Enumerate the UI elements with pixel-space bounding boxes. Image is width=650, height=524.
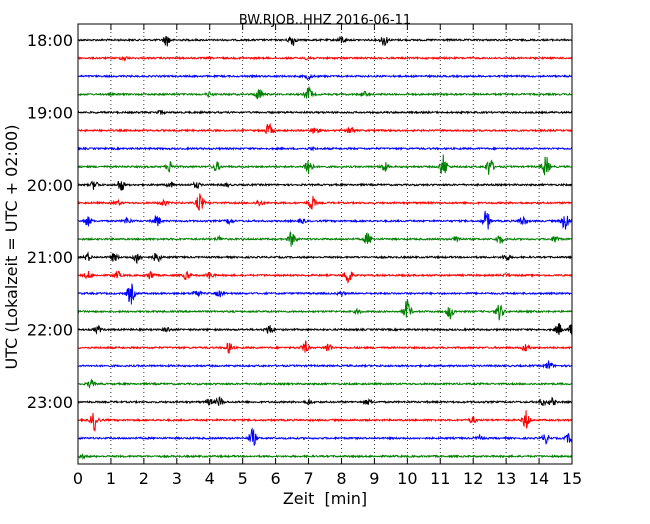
x-tick-label: 5 <box>238 469 248 488</box>
y-tick-label: 22:00 <box>27 321 73 340</box>
seismic-trace <box>77 193 573 211</box>
chart-title: BW.RJOB..HHZ 2016-06-11 <box>239 13 411 28</box>
seismic-trace <box>77 154 573 176</box>
x-tick-label: 10 <box>397 469 417 488</box>
seismic-trace <box>77 396 573 407</box>
x-axis-ticks: 0 1 2 3 4 5 6 7 8 9 10 11 12 13 14 15 <box>73 24 582 488</box>
seismic-trace <box>77 55 573 63</box>
x-axis-title: Zeit [min] <box>283 489 367 508</box>
x-tick-label: 3 <box>172 469 182 488</box>
x-tick-label: 2 <box>139 469 149 488</box>
seismic-trace <box>77 180 573 191</box>
seismic-trace <box>77 378 573 389</box>
seismic-trace <box>77 251 573 265</box>
vertical-grid <box>110 24 540 464</box>
y-tick-label: 21:00 <box>27 248 73 267</box>
y-tick-label: 18:00 <box>27 31 73 50</box>
trace-layer <box>77 36 573 461</box>
seismic-trace <box>77 340 573 354</box>
seismic-trace <box>77 270 573 284</box>
y-tick-label: 20:00 <box>27 176 73 195</box>
x-tick-label: 1 <box>106 469 116 488</box>
plot-frame <box>77 23 573 465</box>
seismic-trace <box>77 210 573 230</box>
seismic-trace <box>77 231 573 247</box>
seismic-trace <box>77 109 573 116</box>
y-tick-label: 19:00 <box>27 103 73 122</box>
seismic-trace <box>77 73 573 81</box>
seismic-trace <box>77 323 573 335</box>
seismic-trace <box>77 146 573 152</box>
seismic-trace <box>77 453 573 461</box>
seismic-trace <box>77 427 573 446</box>
y-axis-title: UTC (Lokalzeit = UTC + 02:00) <box>2 125 21 370</box>
x-tick-label: 4 <box>205 469 215 488</box>
seismic-trace <box>77 283 573 305</box>
y-axis-ticks: 18:00 19:00 20:00 21:00 22:00 23:00 <box>27 31 572 412</box>
x-tick-label: 8 <box>336 469 346 488</box>
x-tick-label: 12 <box>463 469 483 488</box>
x-tick-label: 6 <box>271 469 281 488</box>
seismic-trace <box>77 86 573 100</box>
seismic-trace <box>77 298 573 321</box>
seismic-trace <box>77 360 573 369</box>
y-tick-label: 23:00 <box>27 393 73 412</box>
seismic-trace <box>77 410 573 432</box>
x-tick-label: 0 <box>73 469 83 488</box>
x-tick-label: 9 <box>369 469 379 488</box>
seismic-trace <box>77 122 573 135</box>
x-tick-label: 11 <box>430 469 450 488</box>
x-tick-label: 15 <box>562 469 582 488</box>
x-tick-label: 13 <box>496 469 516 488</box>
seismic-trace <box>77 36 573 47</box>
x-tick-label: 14 <box>529 469 549 488</box>
x-tick-label: 7 <box>303 469 313 488</box>
